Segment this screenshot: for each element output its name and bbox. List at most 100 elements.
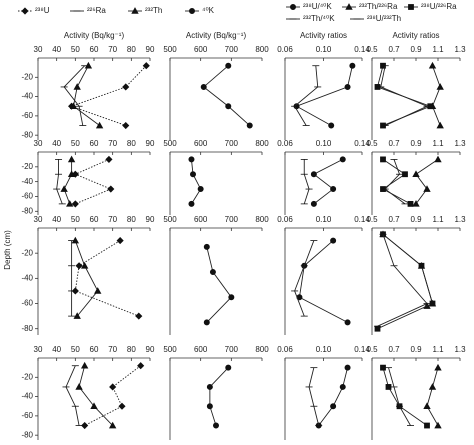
x-tick-label: 70 [108,215,117,224]
marker [339,156,346,163]
x-tick-label: 70 [108,139,117,148]
series-line [313,159,343,205]
x-tick-label: 800 [255,45,269,54]
legend-label: ²³²Th/⁴⁰K [303,14,335,23]
marker [75,383,83,390]
x-tick-label: 700 [225,215,239,224]
x-tick-label: 50 [71,45,80,54]
x-tick-label: 0.14 [354,139,370,148]
x-tick-label: 800 [255,139,269,148]
x-tick-label: 500 [163,215,177,224]
marker [385,384,392,390]
series-line [294,240,315,317]
marker [339,383,346,390]
x-tick-label: 1.1 [432,45,444,54]
marker [206,403,213,410]
series-line [382,367,428,426]
marker [67,170,76,178]
marker [412,200,420,207]
y-tick-label: -80 [21,324,33,333]
series-line [308,367,320,426]
x-tick-label: 1.1 [432,139,444,148]
x-tick-label: 0.10 [316,345,332,354]
marker [73,312,81,319]
series-line [377,233,434,330]
marker [345,3,353,10]
marker [60,185,68,192]
series-line [65,365,80,426]
series-line [63,65,85,126]
x-tick-label: 500 [163,345,177,354]
x-tick-label: 60 [90,45,99,54]
series-line [295,65,353,126]
marker [80,261,89,269]
series-line [70,65,147,126]
x-tick-label: 600 [194,215,208,224]
marker [105,155,113,163]
y-tick-label: -20 [21,372,33,381]
x-tick-label: 0.9 [410,215,422,224]
x-tick-label: 1.3 [454,139,466,148]
marker [71,287,79,295]
y-tick-label: -20 [21,72,33,81]
x-tick-label: 0.10 [316,139,332,148]
x-tick-label: 60 [90,139,99,148]
series-line [382,233,434,307]
x-tick-label: 60 [90,345,99,354]
x-tick-label: 0.06 [277,139,293,148]
series-line [72,65,100,126]
marker [188,200,195,207]
marker [418,262,425,269]
marker [66,200,74,207]
series-line [74,240,99,317]
marker [434,421,442,429]
marker [344,83,351,90]
legend-label: ²³⁸U/²³²Th [367,14,401,23]
x-tick-label: 40 [52,139,61,148]
x-tick-label: 80 [127,45,136,54]
x-tick-label: 40 [52,45,61,54]
x-tick-label: 50 [71,215,80,224]
marker [212,422,219,429]
x-tick-label: 50 [71,139,80,148]
marker [289,4,296,10]
marker [94,287,102,294]
marker [428,383,437,390]
x-tick-label: 90 [146,139,155,148]
y-tick-label: -60 [21,192,33,201]
x-tick-label: 70 [108,45,117,54]
marker [380,156,386,163]
legend-label: ²³⁸U/²²⁶Ra [421,2,457,11]
x-tick-label: 80 [127,215,136,224]
x-tick-label: 1.1 [432,345,444,354]
x-tick-label: 0.10 [316,45,332,54]
x-tick-label: 0.10 [316,215,332,224]
marker [108,421,117,429]
marker [188,156,195,163]
x-tick-label: 40 [52,345,61,354]
x-tick-label: 80 [127,345,136,354]
marker [71,236,80,244]
x-tick-label: 800 [255,345,269,354]
marker [380,364,386,371]
x-tick-label: 1.3 [454,45,466,54]
marker [330,237,337,244]
x-tick-label: 30 [34,345,43,354]
marker [81,421,89,430]
marker [122,83,130,91]
x-tick-label: 80 [127,139,136,148]
marker [137,362,145,370]
marker [428,61,437,69]
marker [209,269,216,276]
marker [90,402,98,410]
series-line [206,246,232,323]
marker [344,319,351,326]
x-tick-label: 40 [52,215,61,224]
marker [118,402,126,410]
x-tick-label: 0.5 [366,215,378,224]
x-tick-label: 600 [194,139,208,148]
marker [225,103,232,110]
x-tick-label: 0.06 [277,345,293,354]
x-tick-label: 1.1 [432,215,444,224]
y-tick-label: -20 [21,162,33,171]
